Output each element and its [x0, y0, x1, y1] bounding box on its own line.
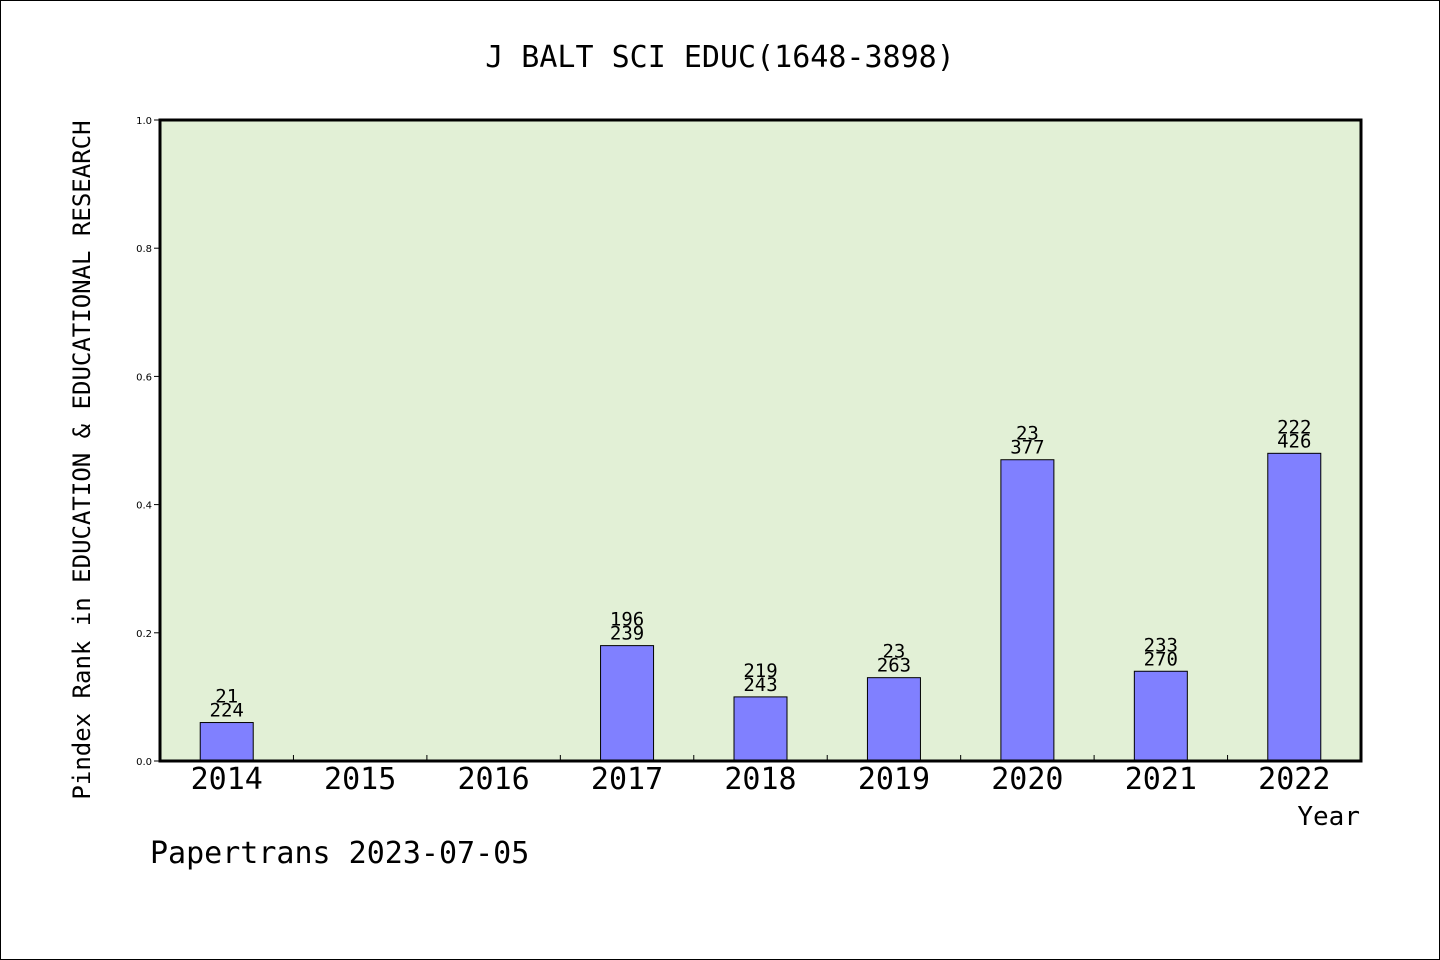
x-tick-label: 2020: [991, 762, 1063, 797]
bar-2017: [600, 645, 655, 762]
x-tick-label: 2019: [858, 762, 930, 797]
x-tick-label: 2017: [591, 762, 663, 797]
y-axis-label: Pindex Rank in EDUCATION & EDUCATIONAL R…: [68, 120, 96, 799]
bar-rank-label: 21: [215, 686, 238, 708]
y-tick-label: 0.8: [136, 244, 152, 255]
y-tick-label: 0.6: [136, 372, 152, 383]
y-tick-label: 0.4: [136, 501, 152, 512]
y-tick-label: 1.0: [136, 116, 152, 127]
bar-2021: [1133, 670, 1188, 762]
x-tick-label: 2014: [191, 762, 263, 797]
plot-area: [160, 120, 1361, 761]
plot-border: [158, 118, 1363, 763]
bar-2018: [733, 696, 788, 762]
bar-total-label: 270: [1144, 648, 1178, 670]
bar-rank-label: 233: [1144, 634, 1178, 656]
x-tick-label: 2016: [457, 762, 529, 797]
x-tick-label: 2022: [1258, 762, 1330, 797]
bar-total-label: 377: [1010, 437, 1044, 459]
bar-2022: [1267, 452, 1322, 762]
footer-credit: Papertrans 2023-07-05: [150, 836, 529, 871]
chart-title: J BALT SCI EDUC(1648-3898): [485, 40, 955, 75]
x-tick-label: 2021: [1125, 762, 1197, 797]
bar-total-label: 243: [743, 674, 777, 696]
x-axis-label: Year: [1297, 802, 1360, 832]
bar-rank-label: 219: [743, 660, 777, 682]
x-tick-label: 2018: [724, 762, 796, 797]
bar-rank-label: 196: [610, 609, 644, 631]
bar-rank-label: 23: [1016, 423, 1039, 445]
bar-total-label: 239: [610, 623, 644, 645]
y-tick-label: 0.2: [136, 629, 152, 640]
y-axis-ticks: 0.0 0.2 0.4 0.6 0.8 1.0: [136, 116, 160, 768]
x-axis-ticks: 2014 2015 2016 2017 2018 2019 2020 2021 2022: [191, 755, 1330, 797]
bar-2014: [199, 722, 254, 762]
bar-total-label: 224: [210, 700, 244, 722]
x-tick-label: 2015: [324, 762, 396, 797]
bar-2019: [866, 677, 921, 762]
bar-rank-label: 222: [1277, 416, 1311, 438]
y-tick-label: 0.0: [136, 757, 152, 768]
bar-total-label: 426: [1277, 430, 1311, 452]
bar-2020: [1000, 459, 1055, 762]
bar-rank-label: 23: [882, 641, 905, 663]
bar-total-label: 263: [877, 655, 911, 677]
